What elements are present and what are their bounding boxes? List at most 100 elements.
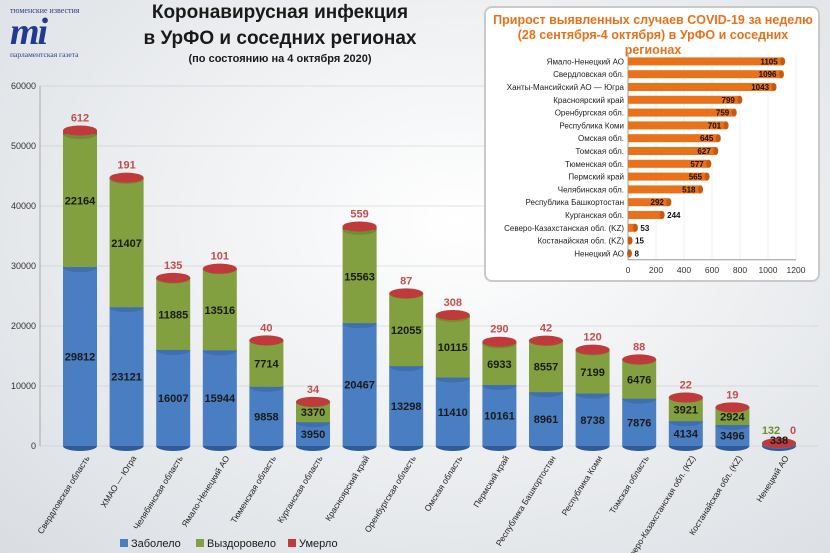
- inset-bar: [628, 159, 709, 168]
- bar-recovered: [529, 340, 563, 393]
- label-sick: 11410: [438, 407, 468, 419]
- x-tick-label: Костанайская обл. (KZ): [687, 454, 744, 537]
- bar-recovered: [156, 278, 191, 350]
- weekly-growth-bar-chart: 0 200 400 600 800 1000 1200 Ямало-Ненецкий АО 11…: [504, 53, 806, 275]
- inset-category-label: Курганская обл.: [565, 211, 624, 220]
- inset-title-line-2: (28 сентября-4 октября) в УрФО и соседни…: [517, 28, 789, 57]
- inset-value-label: 292: [651, 198, 665, 207]
- y-tick-label: 20000: [11, 321, 36, 331]
- label-died: 40: [260, 322, 272, 334]
- logo-top-text: тюменские известия: [10, 6, 80, 15]
- inset-bar: [628, 223, 636, 232]
- label-died: 191: [117, 160, 135, 172]
- bar-group: [342, 221, 377, 451]
- inset-bar: [628, 147, 716, 155]
- bar-recovered: [668, 397, 703, 422]
- inset-value-label: 1105: [760, 57, 778, 66]
- label-died: 559: [350, 208, 368, 220]
- inset-bar-cap: [627, 236, 633, 245]
- bar-sick: [389, 366, 424, 446]
- label-sick: 9858: [254, 411, 278, 423]
- bar-recovered: [435, 316, 470, 378]
- logo-bottom-text: парламентская газета: [10, 50, 79, 59]
- x-tick-label: Оренбургская область: [362, 453, 418, 534]
- bar-group: [389, 288, 424, 451]
- inset-x-tick-label: 600: [705, 265, 719, 275]
- label-died: 34: [307, 384, 320, 396]
- label-recovered: 6476: [627, 374, 651, 386]
- bar-died-cap: [622, 354, 657, 365]
- inset-value-label: 701: [708, 121, 722, 130]
- bar-sick: [296, 422, 330, 446]
- label-sick: 8738: [580, 415, 604, 427]
- bar-recovered: [575, 350, 610, 394]
- logo-mark: mi: [10, 11, 48, 53]
- inset-bar: [628, 198, 669, 207]
- title-line-1: Коронавирусная инфекция: [151, 2, 409, 23]
- inset-category-label: Костанайская обл. (KZ): [538, 237, 625, 246]
- label-sick: 3496: [720, 431, 744, 443]
- bar-died-cap: [762, 438, 796, 449]
- inset-bar-cap: [704, 172, 710, 181]
- bar-sick: [109, 307, 144, 446]
- inset-bar-cap: [706, 159, 712, 168]
- inset-value-label: 645: [700, 134, 714, 143]
- label-died: 290: [490, 324, 508, 336]
- legend-label: Выздоровело: [207, 538, 276, 550]
- inset-title-line-1: Прирост выявленных случаев COVID-19 за н…: [493, 13, 813, 27]
- bar-group: [668, 392, 703, 451]
- inset-category-label: Северо-Казахстанская обл. (KZ): [504, 224, 624, 233]
- label-recovered: 6933: [487, 359, 511, 371]
- label-died: 88: [633, 341, 645, 353]
- bar-died-cap: [296, 396, 330, 407]
- bar-died-cap: [109, 172, 144, 183]
- bar-died-cap: [529, 335, 563, 346]
- inset-category-label: Оренбургская обл.: [555, 109, 624, 118]
- inset-value-label: 8: [635, 249, 640, 258]
- x-tick-label: Челябинская область: [131, 453, 185, 531]
- inset-x-tick-label: 200: [649, 265, 663, 275]
- inset-value-label: 518: [682, 185, 696, 194]
- inset-category-label: Красноярский край: [553, 96, 624, 105]
- bar-group: [762, 438, 796, 451]
- label-died: 87: [400, 275, 412, 287]
- y-tick-label: 40000: [11, 201, 36, 211]
- label-sick: 13298: [391, 401, 422, 413]
- bar-group: [715, 402, 750, 451]
- label-recovered: 12055: [391, 325, 422, 337]
- label-sick: 3950: [301, 429, 325, 441]
- weekly-growth-panel: Прирост выявленных случаев COVID-19 за н…: [484, 6, 820, 282]
- inset-x-tick-label: 400: [677, 265, 691, 275]
- bar-group: [529, 335, 563, 451]
- bar-died-cap: [715, 402, 750, 413]
- inset-category-label: Челябинская обл.: [558, 185, 624, 194]
- label-sick: 15944: [205, 393, 236, 405]
- inset-x-tick-label: 1200: [787, 265, 806, 275]
- bar-recovered: [296, 402, 330, 423]
- bar-sick: [575, 393, 610, 446]
- y-tick-label: 60000: [11, 81, 36, 91]
- inset-title: Прирост выявленных случаев COVID-19 за н…: [492, 13, 814, 58]
- bar-group: [109, 172, 144, 451]
- label-recovered: 3370: [301, 407, 325, 419]
- bar-sick: [156, 349, 191, 446]
- bar-died-cap: [389, 288, 424, 299]
- label-died: 101: [211, 251, 229, 263]
- inset-bar-cap: [627, 249, 632, 258]
- bar-died-cap: [249, 335, 284, 346]
- x-tick-label: Красноярский край: [323, 454, 371, 523]
- x-tick-label: Курганская область: [275, 453, 325, 524]
- label-died: 42: [540, 323, 552, 335]
- page-subtitle: (по состоянию на 4 октября 2020): [188, 53, 372, 65]
- inset-value-label: 759: [716, 109, 730, 118]
- inset-category-label: Тюменская обл.: [565, 160, 624, 169]
- inset-value-label: 799: [722, 96, 736, 105]
- x-tick-label: Омская область: [422, 453, 465, 513]
- inset-category-label: Томская обл.: [576, 147, 624, 156]
- bar-recovered: [109, 178, 144, 308]
- label-recovered: 13516: [205, 305, 236, 317]
- inset-category-label: Омская обл.: [578, 134, 624, 143]
- label-recovered: 11885: [158, 309, 188, 321]
- bar-died-cap: [482, 336, 517, 347]
- inset-category-label: Ненецкий АО: [574, 249, 624, 258]
